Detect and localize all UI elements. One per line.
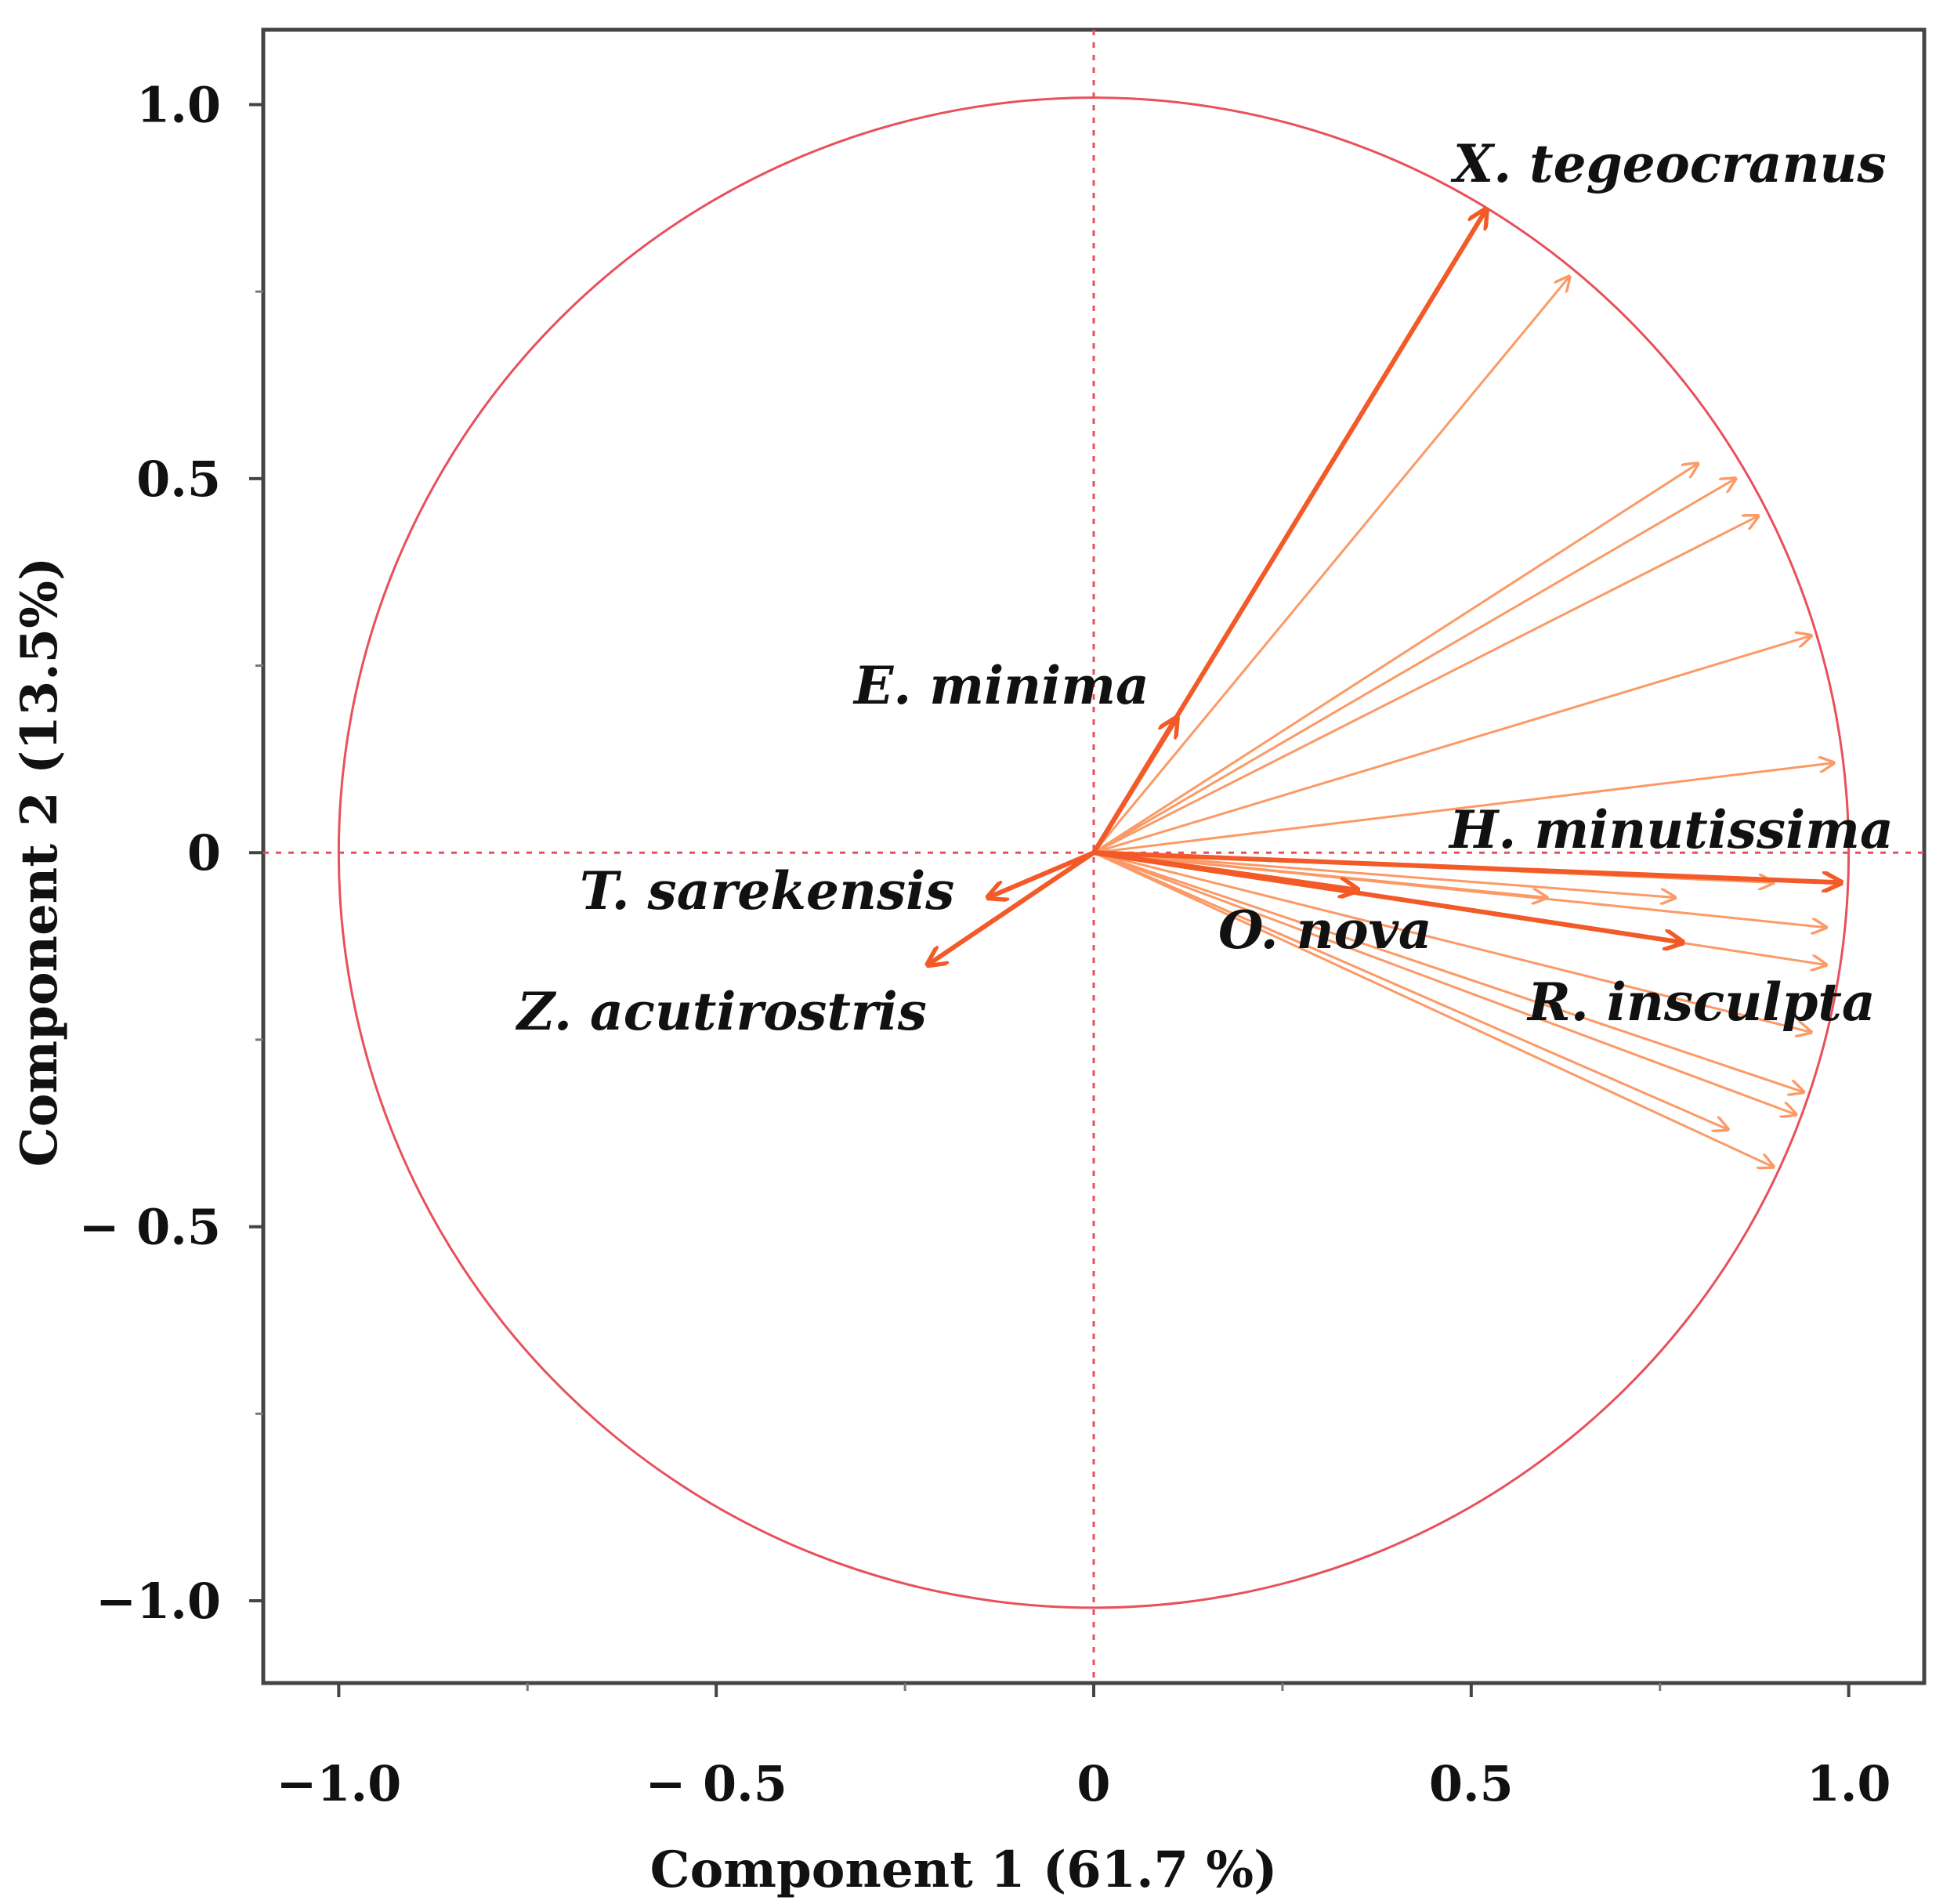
arrow-r-insculpta: [1093, 850, 1683, 943]
label-x-tegeocranus: X. tegeocranus: [1450, 133, 1887, 194]
x-tick-label-1: 1.0: [1807, 1755, 1891, 1812]
tick-marks: [249, 103, 1851, 1697]
label-z-acutirostris: Z. acutirostris: [515, 981, 927, 1042]
arrow-t-sarekensis: [988, 850, 1095, 897]
loading-arrow: [1093, 851, 1804, 1092]
label-t-sarekensis: T. sarekensis: [580, 860, 954, 921]
label-o-nova: O. nova: [1218, 900, 1432, 961]
loading-arrow: [1093, 635, 1811, 854]
unlabeled-vectors: [1092, 277, 1833, 1167]
tick-labels: −1.0 − 0.5 0 0.5 1.0 1.0 0.5 0 − 0.5 −1.…: [79, 76, 1891, 1812]
loading-arrow: [1093, 479, 1735, 854]
loading-arrow: [1093, 851, 1728, 1129]
arrow-e-minima: [1091, 718, 1177, 854]
y-axis-title: Component 2 (13.5%): [10, 557, 69, 1167]
loading-arrow: [1093, 851, 1826, 927]
minor-ticks: [255, 290, 1662, 1691]
label-e-minima: E. minima: [852, 655, 1149, 716]
loading-arrow: [1093, 763, 1833, 854]
x-axis-title: Component 1 (61.7 %): [650, 1841, 1278, 1899]
species-labels: X. tegeocranus E. minima T. sarekensis Z…: [515, 133, 1894, 1042]
x-tick-label-0-5: 0.5: [1429, 1755, 1514, 1812]
arrow-h-minutissima: [1093, 850, 1841, 882]
x-tick-label-neg-1: −1.0: [276, 1755, 401, 1812]
loading-arrow: [1092, 277, 1569, 854]
y-tick-label-neg-1: −1.0: [96, 1573, 221, 1630]
y-tick-label-neg-0-5: − 0.5: [79, 1199, 221, 1256]
loading-arrow: [1093, 851, 1811, 1032]
y-tick-label-0-5: 0.5: [136, 451, 221, 508]
arrow-z-acutirostris: [928, 850, 1095, 965]
labeled-vectors: [928, 209, 1841, 965]
x-tick-label-neg-0-5: − 0.5: [645, 1755, 787, 1812]
y-tick-label-0: 0: [187, 824, 221, 881]
x-tick-label-0: 0: [1076, 1755, 1110, 1812]
label-h-minutissima: H. minutissima: [1448, 799, 1894, 860]
loading-arrow: [1093, 464, 1698, 854]
loading-arrow: [1093, 851, 1773, 1167]
loading-arrow: [1093, 851, 1796, 1114]
y-tick-label-1: 1.0: [136, 76, 221, 133]
loading-arrow: [1093, 516, 1758, 854]
loading-arrow: [1093, 851, 1675, 897]
label-r-insculpta: R. insculpta: [1526, 972, 1876, 1033]
